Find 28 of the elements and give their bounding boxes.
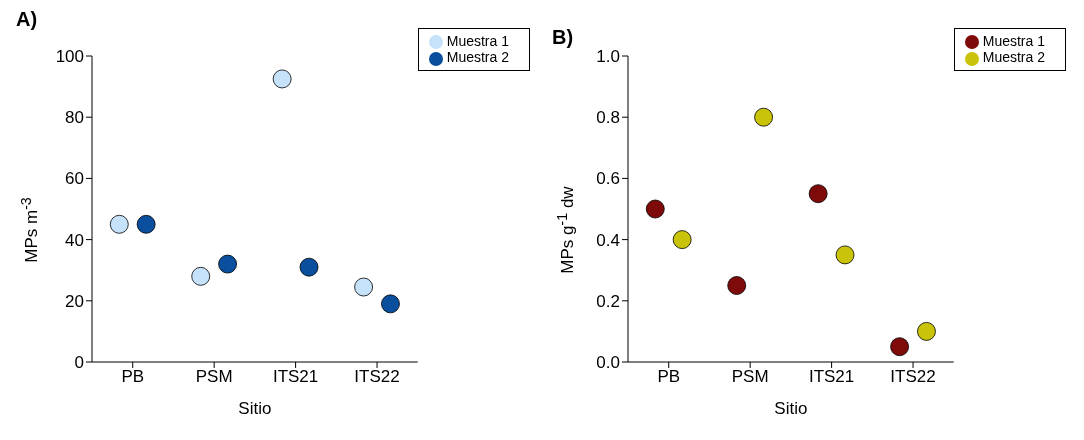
legend-label: Muestra 1 (982, 33, 1045, 49)
x-tick-label: ITS22 (354, 367, 400, 387)
y-tick-label: 0.8 (596, 108, 620, 128)
chart-title: A) (16, 8, 38, 31)
y-tick-label: 0.6 (596, 169, 620, 189)
x-tick-label: ITS21 (272, 367, 319, 387)
y-tick-label: 20 (65, 291, 84, 311)
y-tick-label: 80 (65, 108, 84, 128)
y-tick-label: 1.0 (596, 47, 620, 67)
y-tick-label: 0.4 (596, 230, 620, 250)
x-tick-label: PSM (195, 367, 233, 387)
x-tick-label: ITS21 (808, 367, 855, 387)
y-tick-label: 40 (65, 230, 84, 250)
x-axis-title: Sitio (238, 399, 272, 419)
y-tick-label: 0.0 (596, 353, 620, 373)
x-tick-label: PB (657, 367, 681, 387)
x-tick-label: PB (121, 367, 145, 387)
legend-label: Muestra 1 (446, 33, 509, 49)
y-tick-label: 100 (55, 47, 84, 67)
x-tick-label: PSM (731, 367, 769, 387)
y-tick-label: 0 (74, 353, 84, 373)
x-tick-label: ITS22 (890, 367, 936, 387)
chart-title: B) (552, 26, 574, 49)
legend-label: Muestra 2 (982, 49, 1045, 66)
legend-label: Muestra 2 (446, 49, 509, 66)
y-tick-label: 60 (65, 169, 84, 189)
y-tick-label: 0.2 (596, 291, 620, 311)
x-axis-title: Sitio (774, 399, 808, 419)
